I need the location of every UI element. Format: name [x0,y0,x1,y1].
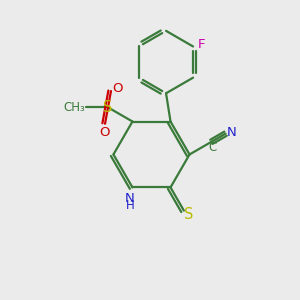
Text: F: F [198,38,205,52]
Text: H: H [126,199,134,212]
Text: C: C [209,141,217,154]
Text: CH₃: CH₃ [64,101,85,114]
Text: N: N [125,192,135,205]
Text: O: O [99,126,110,139]
Text: N: N [227,126,237,139]
Text: O: O [112,82,123,95]
Text: S: S [103,100,113,115]
Text: S: S [184,207,193,222]
